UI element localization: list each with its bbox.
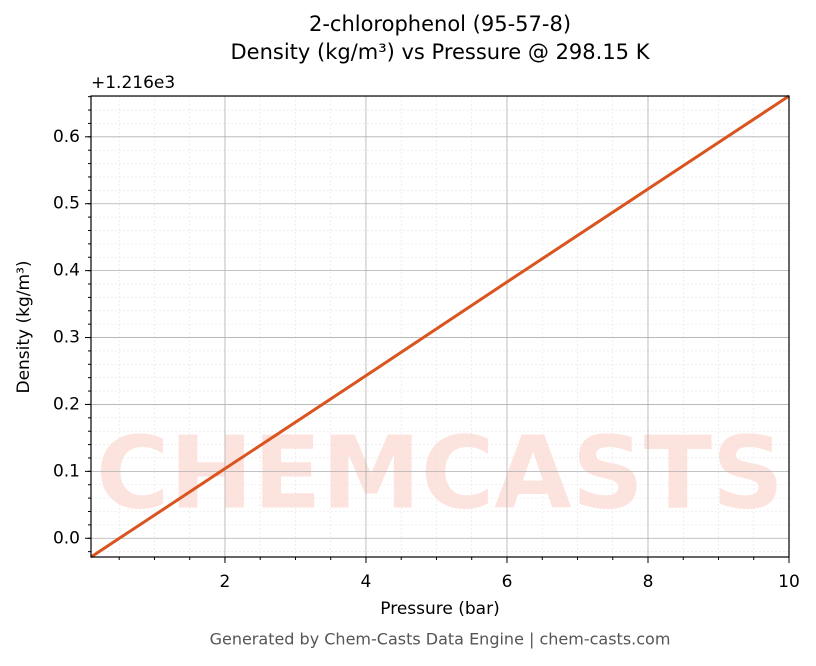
x-tick-label: 6	[502, 572, 513, 592]
x-tick-label: 8	[643, 572, 654, 592]
y-offset-label: +1.216e3	[91, 73, 175, 93]
y-tick-label: 0.3	[53, 328, 80, 348]
x-tick-label: 4	[361, 572, 372, 592]
footer: Generated by Chem-Casts Data Engine | ch…	[210, 630, 671, 649]
x-tick-label: 2	[220, 572, 231, 592]
y-tick-label: 0.2	[53, 394, 80, 414]
data-line	[90, 94, 790, 559]
chart-title: 2-chlorophenol (95-57-8)	[309, 12, 571, 36]
y-tick-label: 0.0	[53, 528, 80, 548]
y-axis-label: Density (kg/m³)	[14, 260, 34, 393]
y-tick-label: 0.4	[53, 261, 80, 281]
y-tick-label: 0.1	[53, 461, 80, 481]
chart-subtitle: Density (kg/m³) vs Pressure @ 298.15 K	[230, 40, 650, 64]
y-tick-label: 0.6	[53, 127, 80, 147]
x-tick-label: 10	[778, 572, 800, 592]
y-tick-label: 0.5	[53, 194, 80, 214]
plot-frame	[90, 95, 790, 558]
watermark: CHEMCASTS	[96, 414, 784, 531]
x-axis-label: Pressure (bar)	[380, 599, 499, 619]
